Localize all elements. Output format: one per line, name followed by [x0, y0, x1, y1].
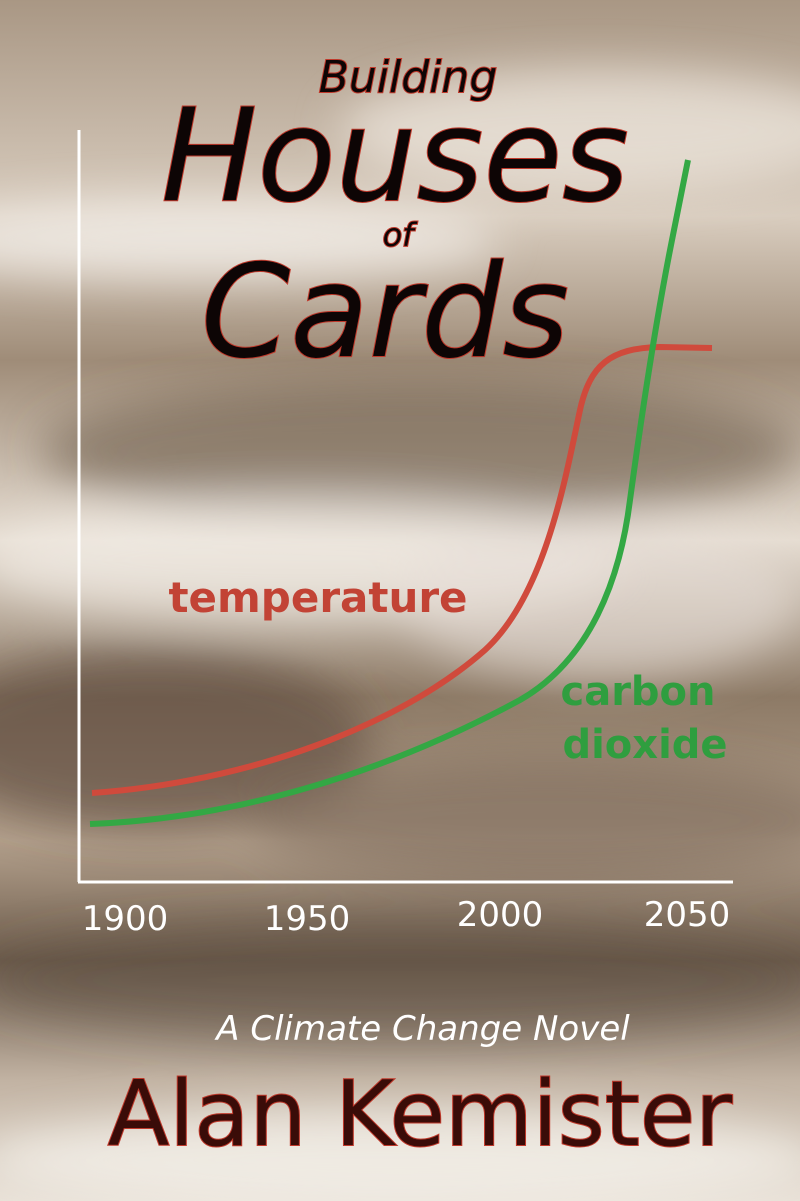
- waves: [0, 70, 800, 1201]
- subtitle: A Climate Change Novel: [214, 1009, 630, 1049]
- title-bottom: Cards: [201, 238, 569, 387]
- axis-label: 1900: [82, 899, 169, 939]
- title-main: Houses: [161, 82, 629, 231]
- axis-label: 2000: [457, 895, 544, 935]
- title-middle: of: [383, 216, 419, 254]
- title-top: Building: [319, 52, 498, 103]
- axis-label: 2050: [644, 895, 731, 935]
- axis-label: 1950: [264, 899, 351, 939]
- co2-label: dioxide: [562, 722, 727, 768]
- carbon-dioxide-curve: [89, 159, 691, 827]
- author: Alan Kemister: [108, 1062, 733, 1167]
- temperature-label: temperature: [168, 573, 467, 622]
- temperature-curve: [91, 343, 713, 796]
- co2-label: carbon: [560, 669, 715, 715]
